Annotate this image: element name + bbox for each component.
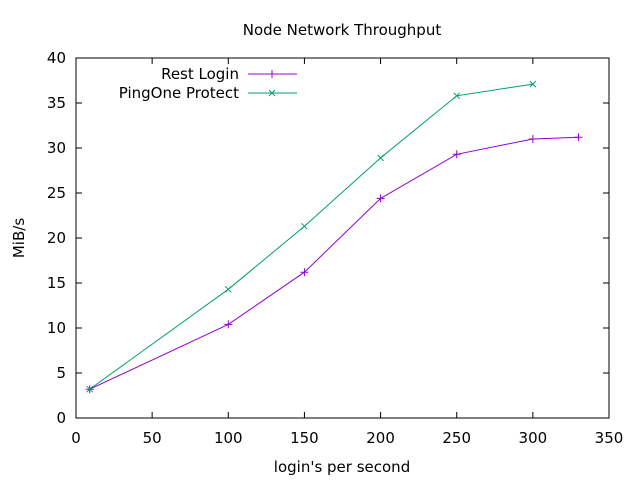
x-tick-label: 250 — [442, 429, 471, 447]
y-tick-label: 5 — [56, 364, 66, 382]
data-point — [453, 92, 461, 100]
y-tick-label: 15 — [47, 274, 66, 292]
y-tick-label: 40 — [47, 49, 66, 67]
y-axis-label: MiB/s — [10, 218, 28, 258]
x-tick-label: 0 — [71, 429, 81, 447]
data-point — [528, 135, 537, 143]
series-line — [89, 136, 579, 390]
data-point — [224, 285, 232, 293]
y-tick-label: 20 — [47, 229, 66, 247]
data-point — [224, 320, 233, 329]
y-tick-label: 10 — [47, 319, 66, 337]
data-point — [300, 268, 309, 277]
plot-frame — [75, 57, 610, 419]
x-tick-label: 50 — [143, 429, 162, 447]
legend-label: Rest Login — [161, 65, 239, 83]
data-point — [301, 222, 308, 230]
data-point — [574, 133, 583, 142]
y-tick-label: 25 — [47, 184, 66, 202]
data-point — [86, 385, 94, 393]
series-line — [89, 83, 533, 390]
x-tick-label: 300 — [519, 429, 548, 447]
x-tick-label: 100 — [214, 429, 243, 447]
series-pingone-protect — [86, 80, 537, 393]
x-tick-label: 350 — [595, 429, 624, 447]
y-tick-label: 0 — [56, 409, 66, 427]
data-point — [529, 80, 537, 88]
data-point — [377, 154, 384, 162]
chart-title: Node Network Throughput — [243, 21, 442, 39]
legend-marker — [268, 70, 276, 78]
data-point — [376, 194, 385, 203]
legend-marker — [268, 89, 276, 97]
y-tick-label: 35 — [47, 94, 66, 112]
data-point — [452, 150, 461, 159]
legend-label: PingOne Protect — [119, 84, 239, 102]
x-tick-label: 150 — [290, 429, 319, 447]
y-tick-label: 30 — [47, 139, 66, 157]
series-rest-login — [85, 133, 583, 394]
x-tick-label: 200 — [366, 429, 395, 447]
x-axis-label: login's per second — [274, 458, 410, 476]
